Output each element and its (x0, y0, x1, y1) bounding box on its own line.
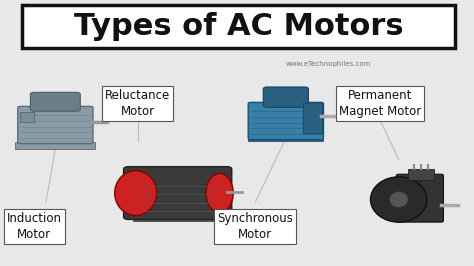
FancyBboxPatch shape (396, 174, 443, 222)
Ellipse shape (206, 173, 233, 213)
FancyBboxPatch shape (303, 103, 322, 134)
FancyBboxPatch shape (20, 112, 34, 122)
Ellipse shape (115, 171, 157, 215)
Text: Reluctance
Motor: Reluctance Motor (105, 89, 170, 118)
FancyBboxPatch shape (408, 169, 434, 180)
Text: Induction
Motor: Induction Motor (7, 211, 62, 241)
Text: Types of AC Motors: Types of AC Motors (74, 12, 404, 41)
FancyBboxPatch shape (248, 136, 323, 141)
FancyBboxPatch shape (133, 215, 222, 221)
Ellipse shape (371, 177, 427, 222)
Text: www.eTechnophiles.com: www.eTechnophiles.com (286, 61, 371, 67)
Text: Permanent
Magnet Motor: Permanent Magnet Motor (339, 89, 421, 118)
Text: www.eTechnophiles.com: www.eTechnophiles.com (286, 61, 371, 67)
FancyBboxPatch shape (248, 102, 323, 140)
FancyBboxPatch shape (30, 92, 80, 111)
FancyBboxPatch shape (263, 87, 309, 107)
FancyBboxPatch shape (22, 5, 455, 48)
FancyBboxPatch shape (18, 106, 93, 144)
FancyBboxPatch shape (15, 142, 95, 149)
Text: Synchronous
Motor: Synchronous Motor (218, 211, 293, 241)
FancyBboxPatch shape (124, 167, 232, 219)
Ellipse shape (389, 192, 408, 207)
